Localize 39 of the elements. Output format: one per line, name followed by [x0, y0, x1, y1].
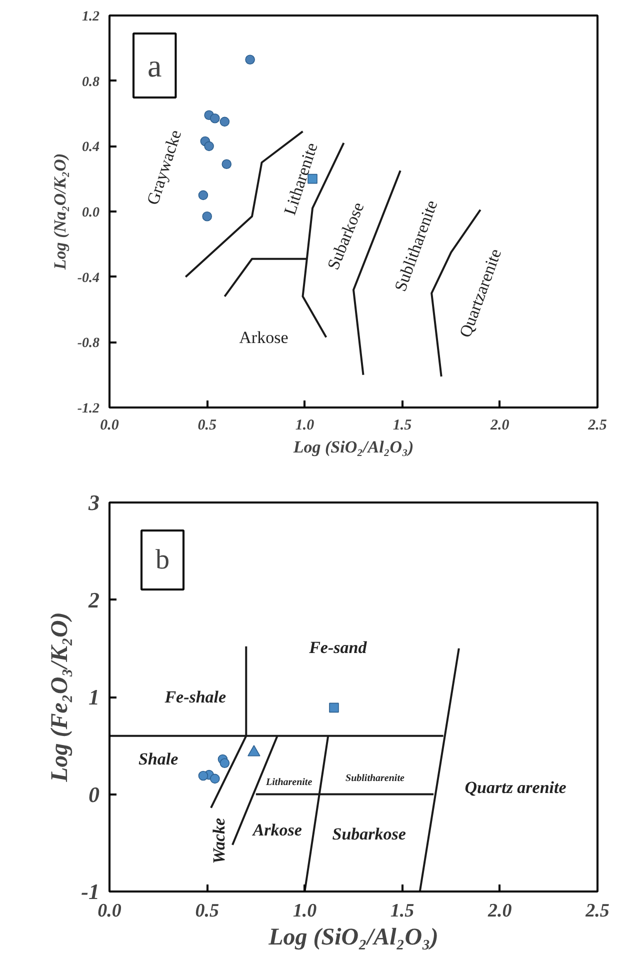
annotation: Wacke	[209, 818, 228, 864]
y-tick-label: -1.2	[77, 402, 100, 416]
x-tick-label: 0.5	[195, 900, 220, 922]
x-axis-title: Log (SiO₂/Al₂O₃)	[292, 438, 414, 456]
y-axis-title: Log (Fe₂O₃/K₂O)	[47, 612, 74, 783]
x-axis-title: Log (SiO₂/Al₂O₃)	[268, 924, 438, 950]
annotation: Litharenite	[265, 777, 313, 788]
y-tick-label: 0.4	[82, 140, 100, 156]
y-tick-label: 1	[88, 684, 100, 710]
y-tick-label: -1	[81, 879, 100, 904]
x-tick-label: 2.0	[487, 900, 512, 922]
x-tick-label: 1.0	[292, 900, 318, 922]
annotation: Subarkose	[332, 824, 406, 844]
annotation: Quartz arenite	[464, 778, 567, 797]
annotation: Fe-shale	[164, 688, 227, 706]
x-tick-label: 1.5	[392, 418, 412, 434]
x-tick-label: 2.0	[490, 418, 510, 434]
y-tick-label: 0.0	[82, 206, 100, 220]
x-tick-label: 0.0	[100, 418, 120, 434]
annotation: Arkose	[252, 820, 302, 840]
annotation: Shale	[138, 750, 179, 769]
x-tick-label: 2.5	[587, 418, 608, 434]
text: a	[148, 48, 162, 84]
y-tick-label: 0	[88, 782, 100, 807]
y-tick-label: 0.8	[82, 74, 100, 90]
annotation: Arkose	[239, 328, 288, 347]
y-axis-title: Log (Na₂O/K₂O)	[50, 153, 70, 271]
x-tick-label: 2.5	[584, 900, 610, 922]
y-tick-label: -0.8	[77, 336, 100, 352]
x-tick-label: 1.0	[295, 418, 315, 434]
text: b	[156, 544, 170, 576]
y-tick-label: 1.2	[82, 10, 100, 24]
x-tick-label: 1.5	[390, 900, 415, 922]
x-tick-label: 0.5	[198, 418, 217, 434]
y-tick-label: -0.4	[77, 270, 100, 286]
annotation: Sublitharenite	[346, 773, 405, 784]
annotation: Fe-sand	[308, 638, 368, 657]
y-tick-label: 2	[88, 587, 100, 612]
y-tick-label: 3	[88, 490, 100, 515]
